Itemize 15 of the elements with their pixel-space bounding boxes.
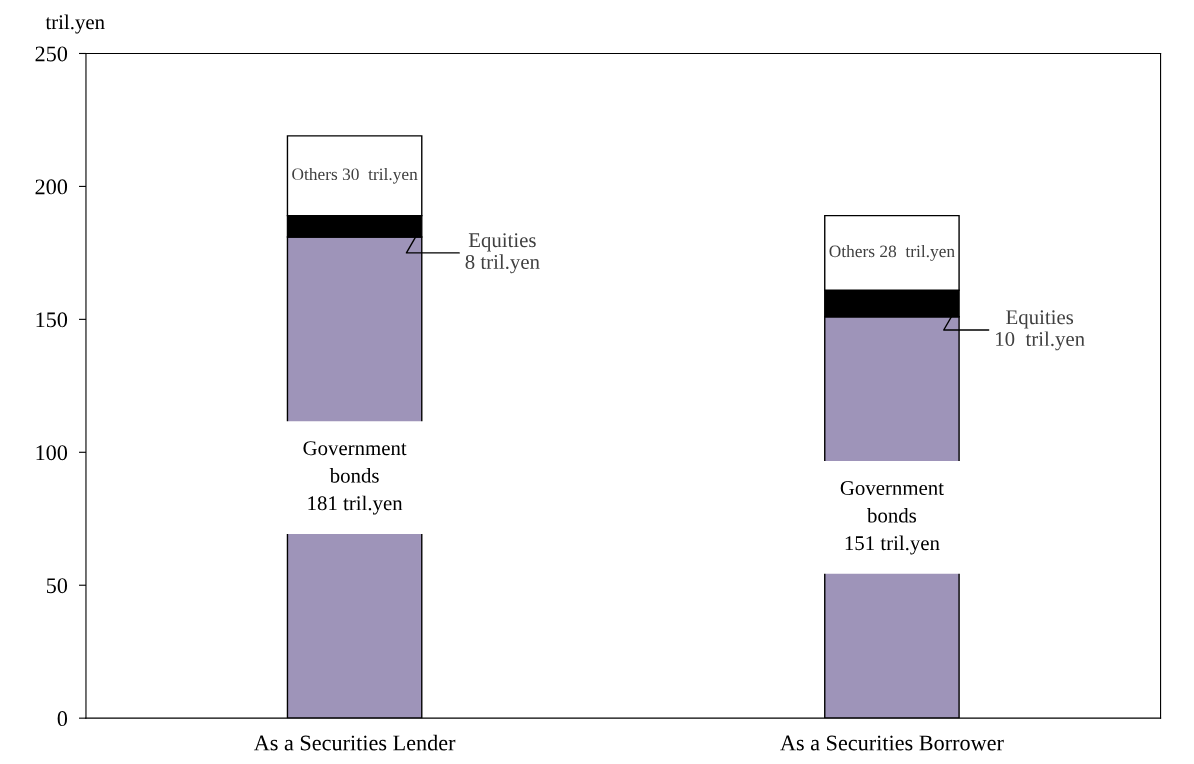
data-label: Others 28 tril.yen — [829, 244, 955, 261]
y-tick-label: 0 — [57, 711, 68, 727]
data-label: Government bonds 151 tril.yen — [840, 481, 944, 555]
y-tick-label: 200 — [35, 179, 68, 195]
y-tick-label: 50 — [46, 578, 68, 594]
data-label: Equities 10 tril.yen — [996, 310, 1085, 351]
y-tick-label: 100 — [36, 445, 68, 461]
data-label: Equities 8 tril.yen — [465, 233, 540, 274]
data-label: Government bonds 181 tril.yen — [303, 441, 407, 515]
y-tick-label: 150 — [36, 312, 68, 328]
y-axis-title: tril.yen — [45, 14, 105, 34]
data-label: Others 30 tril.yen — [292, 167, 418, 184]
x-tick-label: As a Securities Borrower — [780, 735, 1004, 751]
y-tick-label: 250 — [35, 46, 68, 62]
x-tick-label: As a Securities Lender — [253, 734, 456, 751]
